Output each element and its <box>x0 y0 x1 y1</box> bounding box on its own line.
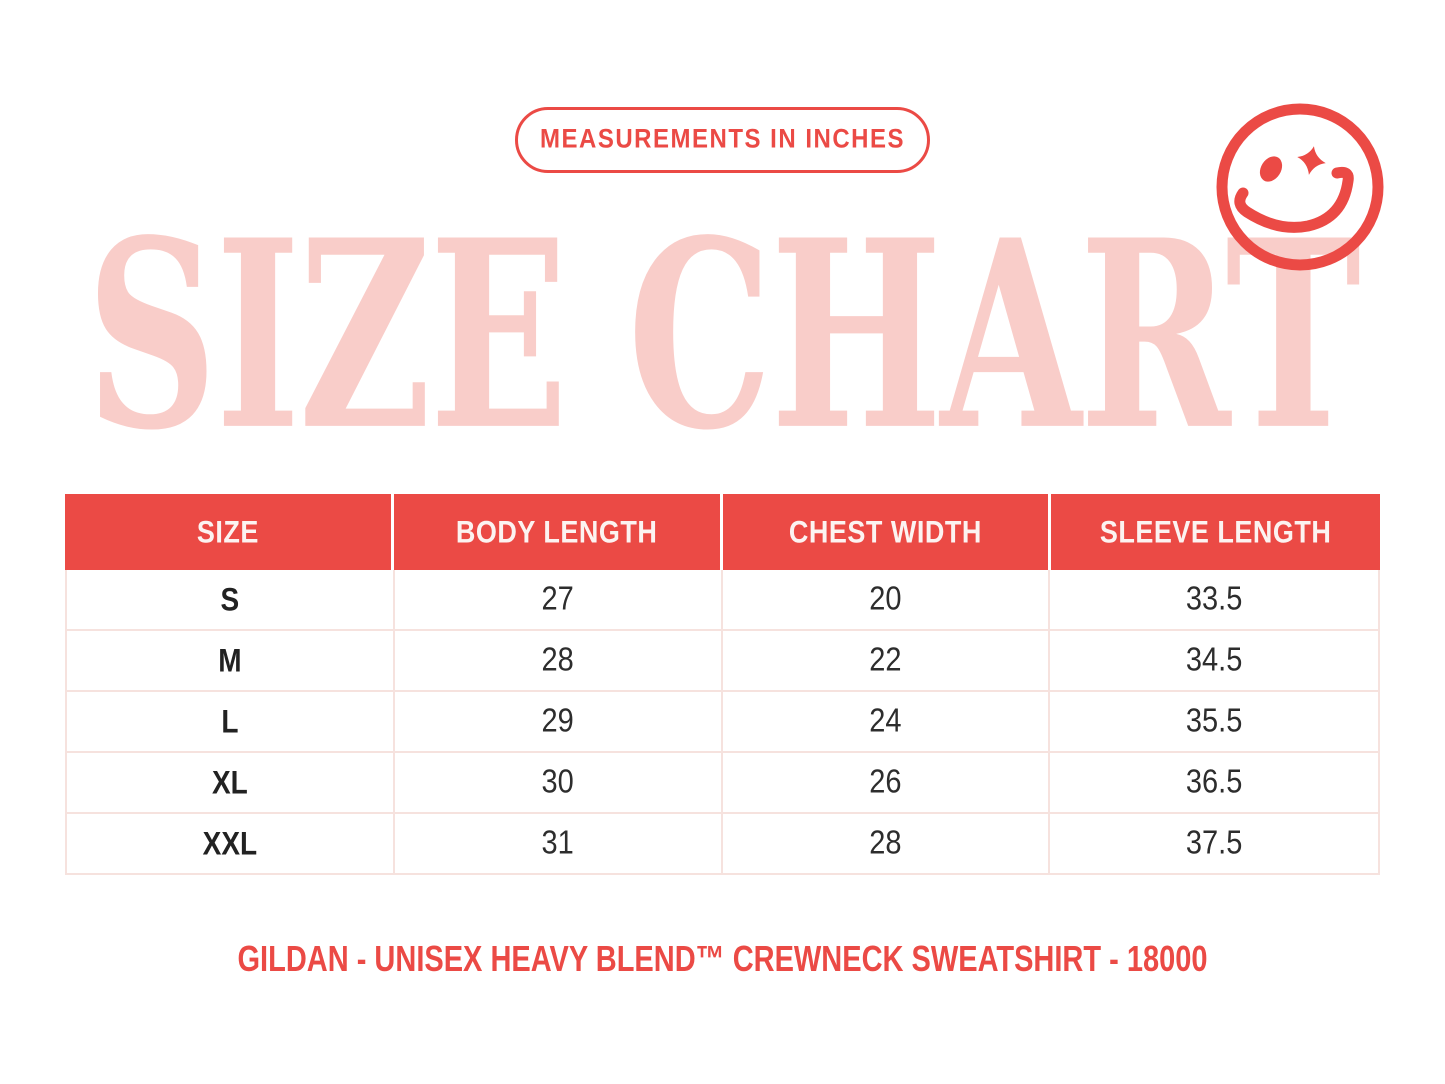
sleeve-length-value: 37.5 <box>1185 824 1243 862</box>
column-header-chest-width: CHEST WIDTH <box>723 494 1052 570</box>
cell-size: XXL <box>67 814 395 873</box>
body-length-value: 30 <box>541 763 574 801</box>
cell-chest-width: 22 <box>723 631 1051 690</box>
product-caption: GILDAN - UNISEX HEAVY BLEND™ CREWNECK SW… <box>0 940 1445 980</box>
cell-size: M <box>67 631 395 690</box>
sleeve-length-value: 35.5 <box>1185 702 1243 740</box>
column-header-sleeve-length: SLEEVE LENGTH <box>1051 494 1380 570</box>
measurements-badge: MEASUREMENTS IN INCHES <box>515 107 930 173</box>
table-row-xxl: XXL 31 28 37.5 <box>65 814 1380 875</box>
winking-smiley-sparkle-icon <box>1214 101 1386 273</box>
chest-width-value: 22 <box>869 641 902 679</box>
cell-chest-width: 24 <box>723 692 1051 751</box>
chest-width-value: 26 <box>869 763 902 801</box>
table-row-l: L 29 24 35.5 <box>65 692 1380 753</box>
table-row-m: M 28 22 34.5 <box>65 631 1380 692</box>
size-table-header-row: SIZE BODY LENGTH CHEST WIDTH SLEEVE LENG… <box>65 494 1380 570</box>
size-value: M <box>218 642 242 678</box>
size-table: SIZE BODY LENGTH CHEST WIDTH SLEEVE LENG… <box>65 494 1380 875</box>
body-length-value: 29 <box>541 702 574 740</box>
column-header-sleeve-length-label: SLEEVE LENGTH <box>1099 513 1332 550</box>
page-title: SIZE CHART <box>85 183 1361 487</box>
table-row-xl: XL 30 26 36.5 <box>65 753 1380 814</box>
column-header-chest-width-label: CHEST WIDTH <box>788 513 982 550</box>
cell-sleeve-length: 36.5 <box>1050 753 1378 812</box>
cell-body-length: 29 <box>395 692 723 751</box>
cell-chest-width: 26 <box>723 753 1051 812</box>
cell-sleeve-length: 33.5 <box>1050 570 1378 629</box>
table-row-s: S 27 20 33.5 <box>65 570 1380 631</box>
cell-body-length: 30 <box>395 753 723 812</box>
cell-chest-width: 20 <box>723 570 1051 629</box>
size-value: S <box>220 581 240 617</box>
cell-size: XL <box>67 753 395 812</box>
sleeve-length-value: 33.5 <box>1185 580 1243 618</box>
chest-width-value: 20 <box>869 580 902 618</box>
size-value: XXL <box>202 825 258 861</box>
column-header-size: SIZE <box>65 494 394 570</box>
cell-body-length: 27 <box>395 570 723 629</box>
cell-size: L <box>67 692 395 751</box>
body-length-value: 31 <box>541 824 574 862</box>
product-caption-label: GILDAN - UNISEX HEAVY BLEND™ CREWNECK SW… <box>237 939 1208 980</box>
chest-width-value: 24 <box>869 702 902 740</box>
cell-body-length: 28 <box>395 631 723 690</box>
sleeve-length-value: 36.5 <box>1185 763 1243 801</box>
sleeve-length-value: 34.5 <box>1185 641 1243 679</box>
column-header-body-length: BODY LENGTH <box>394 494 723 570</box>
cell-size: S <box>67 570 395 629</box>
cell-body-length: 31 <box>395 814 723 873</box>
cell-sleeve-length: 34.5 <box>1050 631 1378 690</box>
cell-sleeve-length: 35.5 <box>1050 692 1378 751</box>
body-length-value: 27 <box>541 580 574 618</box>
column-header-body-length-label: BODY LENGTH <box>455 513 658 550</box>
chest-width-value: 28 <box>869 824 902 862</box>
size-value: L <box>221 703 239 739</box>
body-length-value: 28 <box>541 641 574 679</box>
column-header-size-label: SIZE <box>196 513 259 550</box>
cell-chest-width: 28 <box>723 814 1051 873</box>
size-value: XL <box>211 764 248 800</box>
measurements-badge-label: MEASUREMENTS IN INCHES <box>539 124 906 155</box>
cell-sleeve-length: 37.5 <box>1050 814 1378 873</box>
